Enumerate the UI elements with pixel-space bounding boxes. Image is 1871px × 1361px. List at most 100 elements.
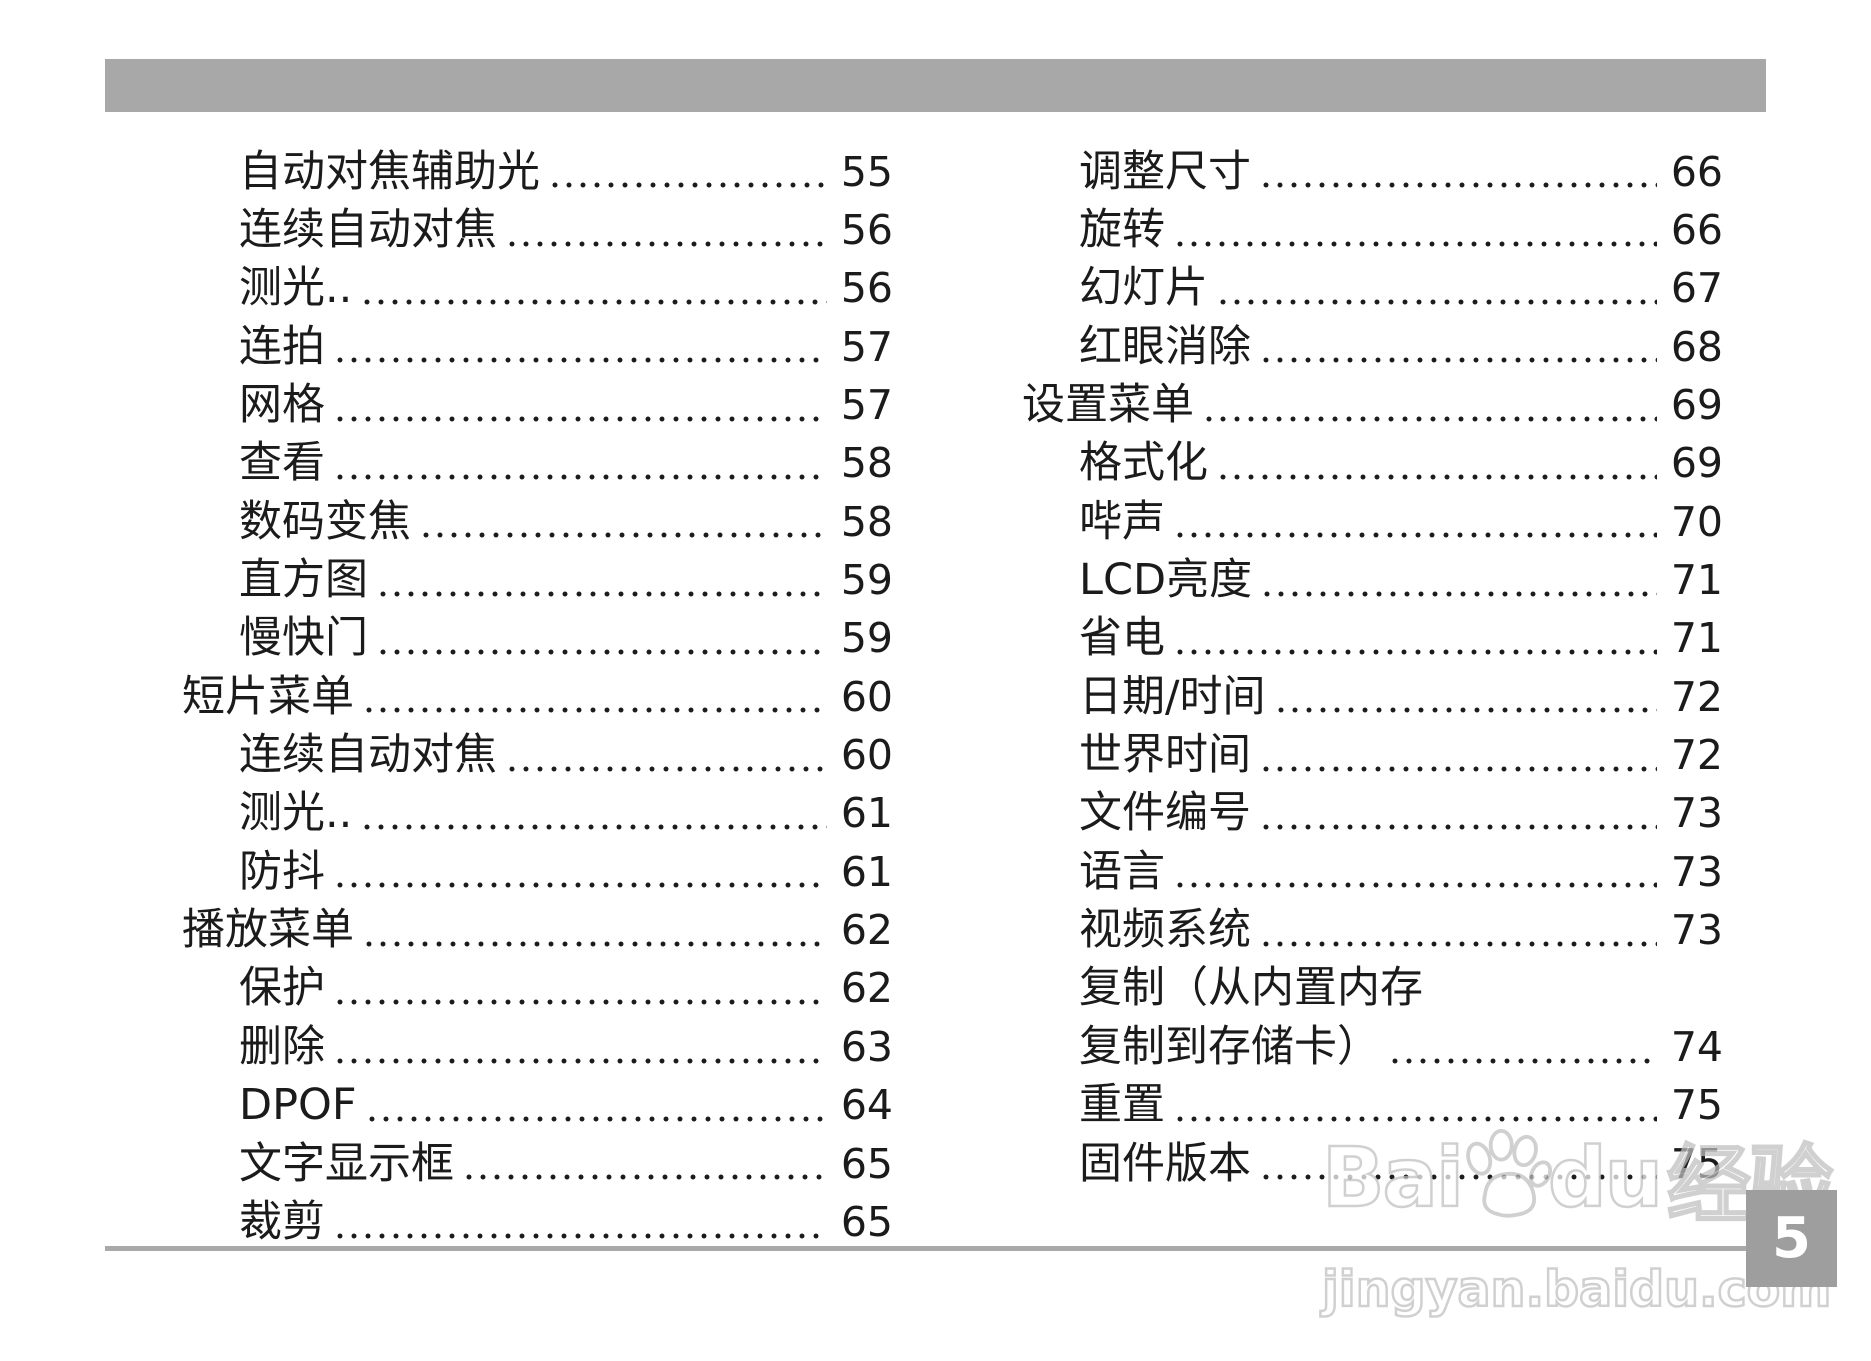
- toc-entry-left-8: 慢快门 59: [182, 610, 893, 668]
- dot-leader: [1260, 590, 1657, 597]
- toc-entry-label: 省电: [1079, 613, 1165, 664]
- dot-leader: [333, 882, 827, 889]
- dot-leader: [333, 474, 827, 481]
- toc-entry-right-15: 复制到存储卡） 74: [1022, 1018, 1723, 1076]
- toc-entry-page: 73: [1670, 847, 1723, 896]
- toc-entry-left-3: 连拍 57: [182, 318, 893, 376]
- dot-leader: [1173, 240, 1657, 247]
- dot-leader: [333, 999, 827, 1006]
- toc-entry-label: 短片菜单: [182, 671, 354, 722]
- dot-leader: [1173, 1115, 1657, 1122]
- toc-entry-left-13: 播放菜单 62: [182, 901, 893, 959]
- toc-entry-label: 测光..: [239, 788, 353, 839]
- toc-entry-page: 61: [840, 847, 893, 896]
- toc-entry-left-16: DPOF 64: [182, 1077, 893, 1135]
- toc-entry-page: 72: [1670, 731, 1723, 780]
- dot-leader: [333, 1057, 827, 1064]
- dot-leader: [1216, 299, 1657, 306]
- dot-leader: [333, 357, 827, 364]
- toc-entry-right-8: 省电 71: [1022, 610, 1723, 668]
- toc-entry-page: 67: [1670, 264, 1723, 313]
- toc-entry-page: 69: [1670, 381, 1723, 430]
- dot-leader: [1259, 182, 1657, 189]
- dot-leader: [376, 649, 827, 656]
- toc-entry-label: 直方图: [239, 555, 368, 606]
- toc-entry-label: DPOF: [239, 1080, 357, 1131]
- toc-entry-label: 数码变焦: [239, 496, 411, 547]
- toc-entry-left-11: 测光.. 61: [182, 785, 893, 843]
- toc-entry-page: 57: [840, 322, 893, 371]
- toc-entry-page: 61: [840, 789, 893, 838]
- toc-entry-page: 75: [1670, 1081, 1723, 1130]
- toc-entry-left-7: 直方图 59: [182, 551, 893, 609]
- toc-entry-label: 红眼消除: [1079, 321, 1251, 372]
- toc-entry-left-12: 防抖 61: [182, 843, 893, 901]
- dot-leader: [1259, 765, 1657, 772]
- toc-entry-label: 连续自动对焦: [239, 205, 497, 256]
- toc-entry-left-4: 网格 57: [182, 376, 893, 434]
- toc-entry-label: 连续自动对焦: [239, 730, 497, 781]
- page-number: 5: [1772, 1206, 1811, 1271]
- toc-entry-label: 格式化: [1079, 438, 1208, 489]
- dot-leader: [1216, 474, 1657, 481]
- toc-entry-page: 75: [1670, 1139, 1723, 1188]
- toc-entry-right-1: 旋转 66: [1022, 201, 1723, 259]
- toc-entry-label: 文件编号: [1079, 788, 1251, 839]
- dot-leader: [333, 415, 827, 422]
- dot-leader: [360, 824, 827, 831]
- dot-leader: [419, 532, 827, 539]
- toc-entry-left-5: 查看 58: [182, 435, 893, 493]
- toc-entry-left-0: 自动对焦辅助光 55: [182, 143, 893, 201]
- toc-entry-label: 防抖: [239, 846, 325, 897]
- dot-leader: [364, 1115, 827, 1122]
- toc-entry-label: 设置菜单: [1022, 380, 1194, 431]
- toc-entry-label: 文字显示框: [239, 1138, 454, 1189]
- toc-entry-label: 播放菜单: [182, 905, 354, 956]
- toc-entry-right-12: 语言 73: [1022, 843, 1723, 901]
- footer-rule: [105, 1246, 1766, 1251]
- toc-entry-left-14: 保护 62: [182, 960, 893, 1018]
- toc-entry-label: 测光..: [239, 263, 353, 314]
- toc-entry-label: 自动对焦辅助光: [239, 146, 540, 197]
- toc-entry-page: 60: [840, 731, 893, 780]
- toc-entry-label: LCD亮度: [1079, 555, 1253, 606]
- toc-entry-right-7: LCD亮度 71: [1022, 551, 1723, 609]
- toc-entry-label: 重置: [1079, 1080, 1165, 1131]
- toc-entry-label: 固件版本: [1079, 1138, 1251, 1189]
- toc-entry-right-13: 视频系统 73: [1022, 901, 1723, 959]
- dot-leader: [548, 182, 827, 189]
- toc-entry-page: 60: [840, 672, 893, 721]
- toc-entry-page: 59: [840, 556, 893, 605]
- toc-entry-page: 71: [1670, 556, 1723, 605]
- toc-entry-label: 复制（从内置内存: [1079, 963, 1423, 1014]
- dot-leader: [362, 940, 827, 947]
- toc-entry-label: 幻灯片: [1079, 263, 1208, 314]
- toc-entry-left-9: 短片菜单 60: [182, 668, 893, 726]
- toc-entry-page: 57: [840, 381, 893, 430]
- dot-leader: [1259, 940, 1657, 947]
- toc-entry-page: 62: [840, 906, 893, 955]
- toc-entry-page: 68: [1670, 322, 1723, 371]
- toc-entry-right-9: 日期/时间 72: [1022, 668, 1723, 726]
- toc-entry-page: 71: [1670, 614, 1723, 663]
- dot-leader: [1259, 1174, 1657, 1181]
- page-number-box: 5: [1746, 1190, 1837, 1287]
- toc-entry-page: 63: [840, 1022, 893, 1071]
- dot-leader: [1173, 532, 1657, 539]
- toc-entry-label: 慢快门: [239, 613, 368, 664]
- toc-entry-label: 语言: [1079, 846, 1165, 897]
- toc-entry-page: 66: [1670, 206, 1723, 255]
- dot-leader: [505, 765, 827, 772]
- toc-entry-left-15: 删除 63: [182, 1018, 893, 1076]
- toc-entry-page: 70: [1670, 497, 1723, 546]
- toc-entry-label: 查看: [239, 438, 325, 489]
- toc-entry-label: 哔声: [1079, 496, 1165, 547]
- toc-entry-right-6: 哔声 70: [1022, 493, 1723, 551]
- dot-leader: [1259, 357, 1657, 364]
- toc-entry-left-10: 连续自动对焦 60: [182, 726, 893, 784]
- toc-entry-label: 日期/时间: [1079, 671, 1266, 722]
- toc-entry-label: 网格: [239, 380, 325, 431]
- toc-entry-left-17: 文字显示框 65: [182, 1135, 893, 1193]
- dot-leader: [1259, 824, 1657, 831]
- dot-leader: [362, 707, 827, 714]
